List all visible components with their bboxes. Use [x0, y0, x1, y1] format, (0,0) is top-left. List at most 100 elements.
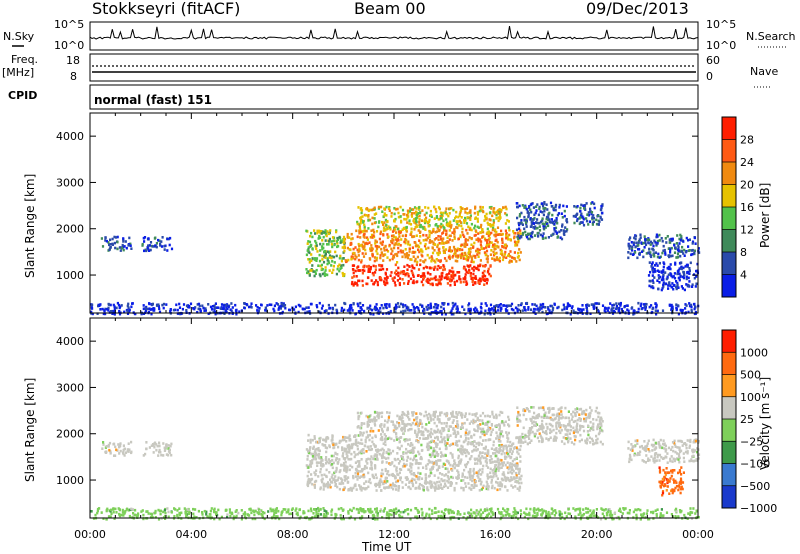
data-cell [647, 274, 651, 277]
data-cell [497, 458, 500, 462]
data-cell [316, 229, 319, 233]
data-cell [380, 472, 383, 475]
data-cell [352, 256, 355, 260]
data-cell [657, 274, 660, 277]
data-cell [449, 463, 452, 467]
data-cell [408, 428, 411, 431]
data-cell [438, 431, 441, 434]
data-cell [453, 429, 456, 433]
data-cell [346, 232, 349, 236]
data-cell [519, 232, 522, 235]
data-cell [419, 430, 422, 433]
data-cell [372, 273, 375, 277]
data-cell [670, 303, 673, 307]
data-cell [419, 224, 422, 227]
data-cell [370, 461, 373, 465]
data-cell [402, 452, 405, 455]
data-cell [407, 242, 410, 246]
data-cell [429, 480, 432, 483]
data-cell [695, 269, 698, 273]
data-cell [505, 207, 508, 211]
data-cell [527, 306, 530, 309]
data-cell [420, 219, 423, 222]
data-cell [320, 230, 323, 233]
data-cell [143, 236, 147, 239]
data-cell [331, 255, 334, 258]
data-cell [468, 486, 471, 490]
data-cell [653, 254, 656, 258]
data-cell [431, 432, 434, 436]
data-cell [360, 209, 364, 212]
data-cell [360, 260, 363, 264]
data-cell [390, 437, 393, 441]
data-cell [630, 241, 633, 244]
data-cell [645, 252, 648, 255]
data-cell [665, 277, 668, 281]
data-cell [466, 216, 469, 219]
data-cell [507, 418, 511, 421]
colorbar-tick-label: 28 [740, 134, 754, 147]
data-cell [667, 287, 670, 290]
data-cell [536, 436, 539, 440]
data-cell [168, 243, 171, 247]
data-cell [505, 256, 508, 259]
data-cell [637, 307, 640, 311]
data-cell [479, 414, 482, 418]
colorbar-segment [722, 252, 736, 275]
data-cell [317, 441, 320, 445]
data-cell [331, 438, 334, 442]
data-cell [556, 306, 559, 310]
data-cell [506, 304, 509, 307]
data-cell [396, 426, 399, 430]
data-cell [419, 303, 422, 307]
data-cell [336, 245, 339, 249]
data-cell [279, 307, 282, 310]
data-cell [568, 423, 571, 427]
data-cell [499, 252, 502, 255]
data-cell [354, 269, 357, 273]
data-cell [455, 433, 458, 437]
data-cell [482, 273, 485, 277]
data-cell [334, 483, 337, 486]
data-cell [541, 234, 544, 238]
nsearch-tick-bottom: 10^0 [706, 39, 736, 52]
data-cell [415, 422, 418, 426]
data-cell [280, 304, 283, 308]
data-cell [113, 305, 116, 308]
data-cell [449, 434, 452, 437]
data-cell [469, 312, 472, 315]
data-cell [629, 236, 632, 239]
data-cell [392, 234, 395, 237]
data-cell [350, 237, 353, 241]
data-cell [392, 279, 395, 282]
data-cell [648, 305, 651, 309]
data-cell [343, 308, 346, 312]
data-cell [339, 241, 342, 244]
data-cell [317, 449, 320, 452]
data-cell [418, 437, 421, 440]
data-cell [474, 205, 477, 209]
data-cell [501, 434, 505, 438]
data-cell [485, 249, 489, 253]
data-cell [381, 264, 384, 267]
data-cell [433, 268, 436, 271]
data-cell [441, 224, 444, 227]
data-cell [370, 455, 373, 458]
data-cell [507, 226, 510, 229]
data-cell [526, 211, 529, 214]
data-cell [477, 459, 480, 462]
data-cell [650, 262, 654, 266]
data-cell [384, 481, 387, 485]
data-cell [514, 306, 518, 310]
data-cell [370, 244, 373, 247]
data-cell [687, 284, 690, 288]
data-cell [507, 423, 510, 426]
data-cell [458, 439, 461, 443]
data-cell [458, 411, 461, 414]
data-cell [430, 428, 433, 431]
data-cell [312, 457, 315, 461]
data-cell [655, 312, 658, 316]
data-cell [404, 272, 407, 276]
data-cell [126, 309, 129, 313]
data-cell [651, 307, 654, 310]
